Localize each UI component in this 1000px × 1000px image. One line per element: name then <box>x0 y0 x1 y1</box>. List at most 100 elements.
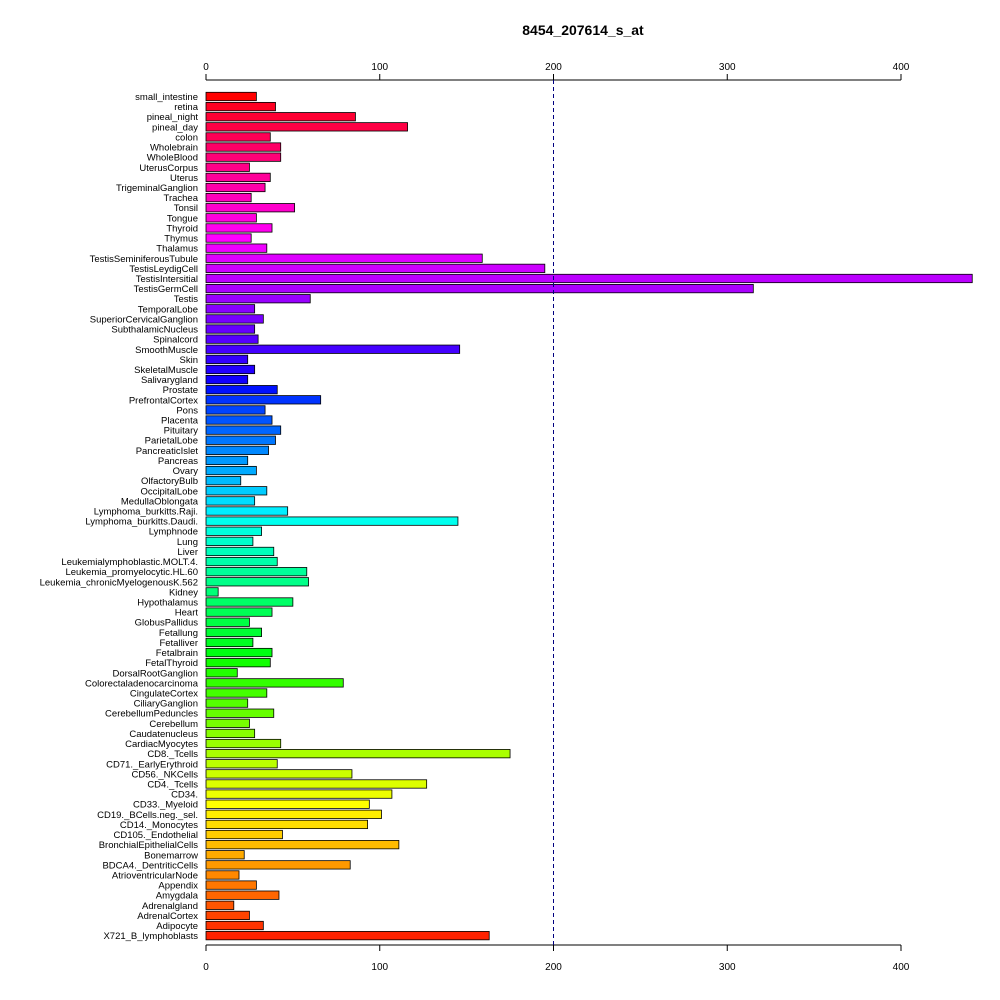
bar <box>205 233 252 243</box>
bar <box>205 132 271 142</box>
category-label: SkeletalMuscle <box>134 365 198 376</box>
category-label: Caudatenucleus <box>129 729 198 740</box>
bar <box>205 617 250 627</box>
category-label: X721_B_lymphoblasts <box>103 931 198 942</box>
category-label: CD4._Tcells <box>147 779 198 790</box>
category-label: BronchialEpithelialCells <box>99 840 199 851</box>
category-label: WholeBlood <box>147 153 198 164</box>
category-label: CardiacMyocytes <box>125 739 198 750</box>
category-label: Tonsil <box>174 203 198 214</box>
bar <box>205 334 259 344</box>
category-label: Prostate <box>163 385 198 396</box>
category-label: DorsalRootGanglion <box>112 668 198 679</box>
bar <box>205 850 245 860</box>
category-label: PancreaticIslet <box>136 446 199 457</box>
bars-group <box>205 91 973 941</box>
bar <box>205 658 271 668</box>
top-tick-label: 400 <box>893 62 910 73</box>
top-tick-label: 300 <box>719 62 736 73</box>
category-label: SmoothMuscle <box>135 345 198 356</box>
bar <box>205 769 353 779</box>
bar <box>205 577 309 587</box>
bar <box>205 213 257 223</box>
bar <box>205 678 344 688</box>
category-label: CD71._EarlyErythroid <box>106 759 198 770</box>
category-label: TestisLeydigCell <box>129 264 198 275</box>
bar <box>205 374 249 385</box>
bar <box>205 536 254 546</box>
bar <box>205 910 250 921</box>
bar <box>205 526 262 536</box>
bar <box>205 344 461 354</box>
category-label: AdrenalCortex <box>137 911 198 922</box>
category-label: Uterus <box>170 173 198 184</box>
bar <box>205 243 268 253</box>
category-label: FetalThyroid <box>145 658 198 669</box>
bottom-tick-label: 200 <box>545 962 562 973</box>
bottom-tick-label: 0 <box>203 962 209 973</box>
bar <box>205 556 278 567</box>
category-label: Lymphoma_burkitts.Raji. <box>94 507 198 518</box>
category-label: OccipitalLobe <box>140 486 198 497</box>
category-label: Pancreas <box>158 456 198 467</box>
category-label: Heart <box>175 608 199 619</box>
bar <box>205 162 250 172</box>
category-label: Cerebellum <box>149 719 198 730</box>
bar <box>205 819 368 830</box>
bar <box>205 415 273 425</box>
top-tick-label: 200 <box>545 62 562 73</box>
category-label: TemporalLobe <box>138 304 198 315</box>
category-label: Hypothalamus <box>137 598 198 609</box>
category-label: TestisSeminiferousTubule <box>90 254 198 265</box>
category-label: Fetalliver <box>159 638 198 649</box>
bar <box>205 567 308 577</box>
category-label: CiliaryGanglion <box>134 699 198 710</box>
bar <box>205 738 282 749</box>
bar <box>205 203 296 213</box>
category-label: Thyroid <box>166 223 198 234</box>
bar <box>205 698 249 708</box>
category-label: Adipocyte <box>156 921 198 932</box>
category-label: UterusCorpus <box>139 163 198 174</box>
bar <box>205 759 278 769</box>
bar <box>205 728 256 739</box>
bar <box>205 597 294 607</box>
category-label: retina <box>174 102 198 113</box>
category-label: Leukemia_chronicMyelogenousK.562 <box>40 577 198 588</box>
category-label: pineal_night <box>147 112 199 123</box>
top-tick-label: 0 <box>203 62 209 73</box>
bar <box>205 395 322 405</box>
bar <box>205 445 269 455</box>
category-label: Tongue <box>167 213 198 224</box>
bar <box>205 627 262 637</box>
category-label: AtrioventricularNode <box>112 870 198 881</box>
category-label: pineal_day <box>152 122 198 133</box>
category-label: Ovary <box>173 466 199 477</box>
category-label: Skin <box>180 355 198 366</box>
bar <box>205 425 282 435</box>
bar <box>205 880 257 890</box>
category-label: small_intestine <box>135 92 198 103</box>
bar <box>205 668 238 678</box>
category-label: Amygdala <box>156 891 199 902</box>
category-label: Colorectaladenocarcinoma <box>85 678 199 689</box>
category-label: Wholebrain <box>150 143 198 154</box>
bar <box>205 273 973 284</box>
bar <box>205 486 268 496</box>
bar <box>205 496 256 506</box>
bar <box>205 506 289 516</box>
category-label: CD19._BCells.neg._sel. <box>97 810 198 821</box>
bar <box>205 647 273 658</box>
category-label: TestisGermCell <box>134 284 198 295</box>
category-label: Lymphnode <box>149 527 198 538</box>
chart-title: 8454_207614_s_at <box>522 22 644 38</box>
bar <box>205 890 280 900</box>
category-label: Thalamus <box>156 244 198 255</box>
category-label: Thymus <box>164 234 198 245</box>
bar <box>205 405 266 415</box>
bar <box>205 364 256 375</box>
category-label: Adrenalgland <box>142 901 198 912</box>
category-label: Trachea <box>164 193 199 204</box>
category-label: Pons <box>176 405 198 416</box>
bar <box>205 587 219 597</box>
